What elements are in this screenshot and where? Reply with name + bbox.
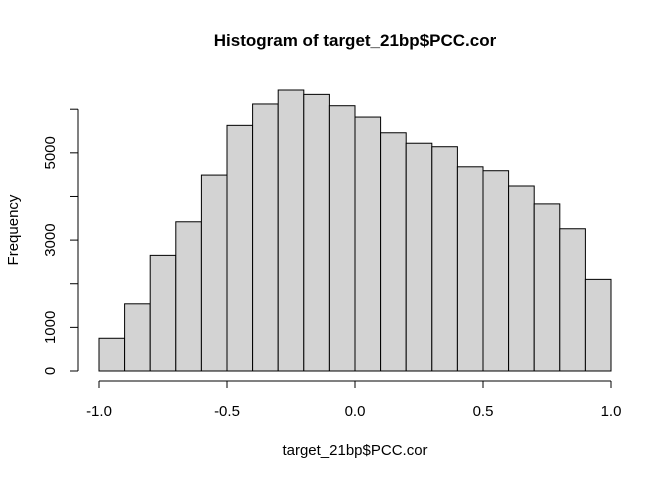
- x-tick-label: 0.5: [473, 403, 494, 420]
- x-tick-label: -0.5: [214, 403, 240, 420]
- histogram-bar: [431, 146, 458, 372]
- histogram-bar: [303, 93, 330, 372]
- histogram-bar: [277, 89, 305, 372]
- y-axis: 0 1000 3000 5000: [42, 108, 79, 375]
- histogram-bar: [175, 221, 202, 372]
- histogram-bar: [98, 337, 126, 372]
- chart-title: Histogram of target_21bp$PCC.cor: [214, 31, 497, 50]
- histogram-bar: [252, 103, 279, 372]
- histogram-bar: [200, 174, 228, 372]
- histogram-bar: [149, 254, 177, 372]
- histogram-bar: [584, 278, 612, 372]
- histogram-bar: [354, 116, 382, 372]
- y-tick-label: 3000: [42, 223, 59, 256]
- histogram-bar: [226, 124, 254, 372]
- histogram-bar: [482, 170, 510, 372]
- x-tick-label: -1.0: [86, 403, 112, 420]
- histogram-bar: [380, 132, 407, 372]
- y-tick-label: 0: [42, 367, 59, 375]
- y-axis-label: Frequency: [5, 194, 22, 265]
- x-axis: -1.0 -0.5 0.0 0.5 1.0: [86, 380, 622, 420]
- histogram-bar: [456, 166, 484, 372]
- bars-group: [98, 89, 612, 372]
- y-tick-label: 5000: [42, 136, 59, 169]
- y-tick-label: 1000: [42, 311, 59, 344]
- x-tick-label: 0.0: [345, 403, 366, 420]
- histogram-bar: [533, 203, 561, 372]
- histogram-bar: [405, 142, 433, 372]
- histogram-bar: [328, 105, 356, 372]
- histogram-bar: [508, 185, 535, 372]
- x-tick-label: 1.0: [601, 403, 622, 420]
- histogram-bar: [559, 228, 586, 372]
- x-axis-label: target_21bp$PCC.cor: [282, 442, 427, 459]
- histogram-bar: [124, 303, 151, 372]
